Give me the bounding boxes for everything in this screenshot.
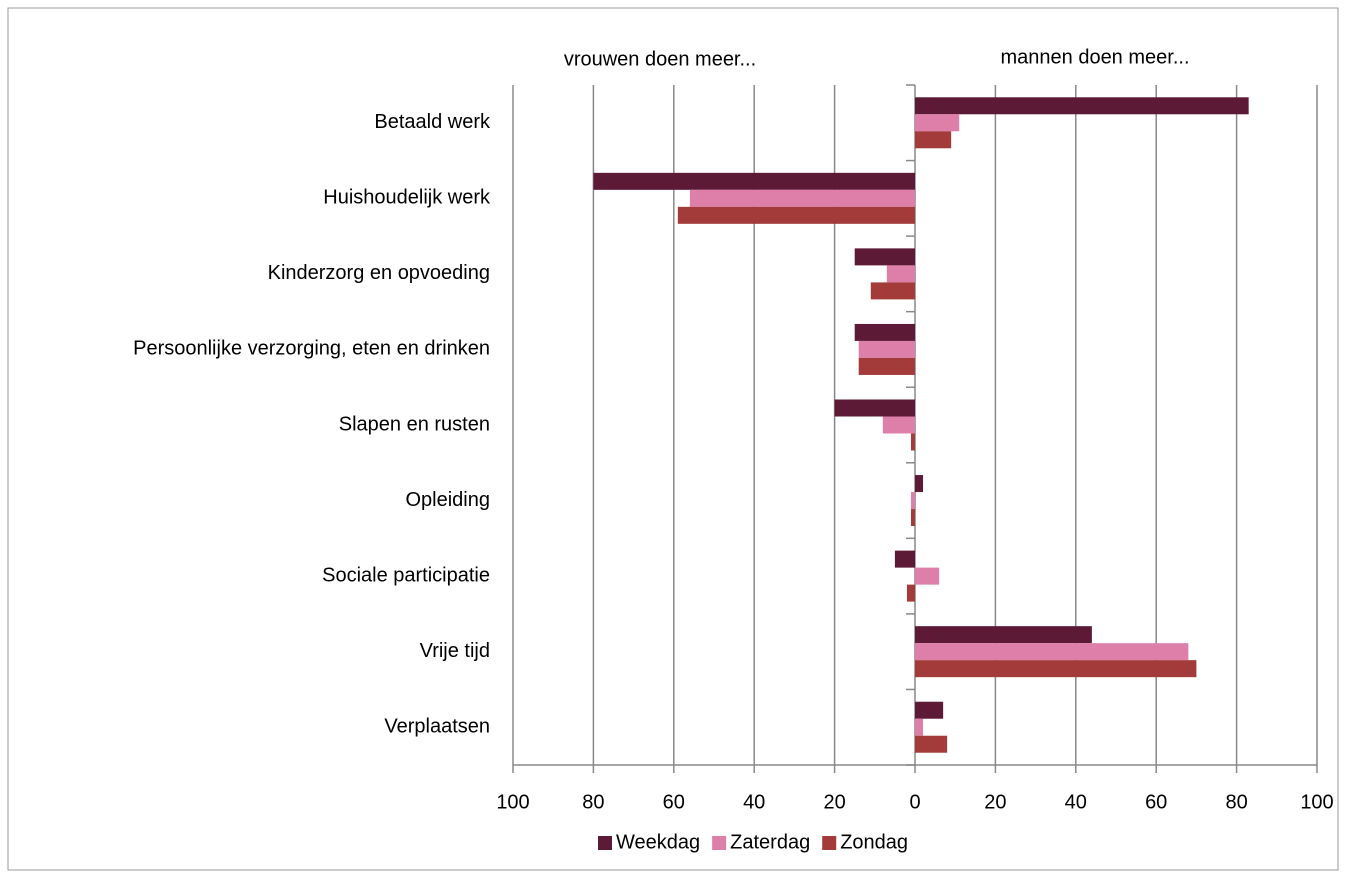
y-tick-label: Kinderzorg en opvoeding bbox=[268, 262, 490, 284]
legend-swatch bbox=[598, 836, 612, 850]
bar bbox=[915, 131, 952, 149]
bar bbox=[858, 357, 915, 375]
x-tick-label: 60 bbox=[663, 791, 685, 813]
x-tick-label: 40 bbox=[743, 791, 765, 813]
x-tick-label: 60 bbox=[1145, 791, 1167, 813]
x-tick-label: 80 bbox=[1225, 791, 1247, 813]
bar bbox=[886, 265, 915, 283]
legend-label: Zaterdag bbox=[730, 831, 810, 853]
bar bbox=[915, 735, 948, 753]
bar bbox=[915, 718, 924, 736]
x-tick-label: 0 bbox=[909, 791, 920, 813]
chart-frame bbox=[7, 7, 1339, 871]
bar bbox=[689, 189, 915, 207]
bar bbox=[854, 323, 915, 341]
x-tick-label: 100 bbox=[1300, 791, 1333, 813]
bar bbox=[915, 626, 1092, 644]
bar bbox=[858, 340, 915, 358]
y-tick-label: Opleiding bbox=[405, 489, 490, 511]
bar bbox=[870, 282, 915, 300]
bar bbox=[915, 114, 960, 132]
bar bbox=[593, 172, 915, 190]
y-tick-label: Vrije tijd bbox=[420, 640, 490, 662]
bar bbox=[915, 475, 924, 493]
bar bbox=[915, 660, 1197, 678]
bar bbox=[915, 97, 1249, 115]
annotation: vrouwen doen meer... bbox=[564, 48, 756, 70]
bar bbox=[915, 643, 1189, 661]
y-tick-label: Persoonlijke verzorging, eten en drinken bbox=[133, 338, 490, 360]
legend-swatch bbox=[822, 836, 837, 850]
bar bbox=[915, 567, 940, 585]
x-tick-label: 100 bbox=[496, 791, 529, 813]
legend-swatch bbox=[712, 836, 727, 850]
annotation: mannen doen meer... bbox=[1000, 46, 1189, 68]
bar bbox=[906, 584, 915, 602]
x-tick-label: 20 bbox=[984, 791, 1006, 813]
bar bbox=[677, 206, 915, 224]
bar bbox=[910, 509, 915, 527]
y-tick-label: Verplaatsen bbox=[384, 716, 490, 738]
bar bbox=[915, 701, 944, 719]
bar bbox=[882, 416, 915, 434]
y-tick-label: Betaald werk bbox=[374, 111, 491, 133]
bar bbox=[854, 248, 915, 266]
legend-label: Zondag bbox=[840, 831, 908, 853]
bar bbox=[910, 492, 915, 510]
x-tick-label: 40 bbox=[1065, 791, 1087, 813]
y-tick-label: Sociale participatie bbox=[322, 564, 490, 586]
bar bbox=[834, 399, 915, 417]
y-tick-label: Huishoudelijk werk bbox=[323, 187, 491, 209]
y-tick-label: Slapen en rusten bbox=[339, 413, 490, 435]
bar bbox=[910, 433, 915, 451]
legend-label: Weekdag bbox=[616, 831, 700, 853]
x-tick-label: 80 bbox=[582, 791, 604, 813]
x-tick-label: 20 bbox=[823, 791, 845, 813]
bar bbox=[894, 550, 915, 568]
